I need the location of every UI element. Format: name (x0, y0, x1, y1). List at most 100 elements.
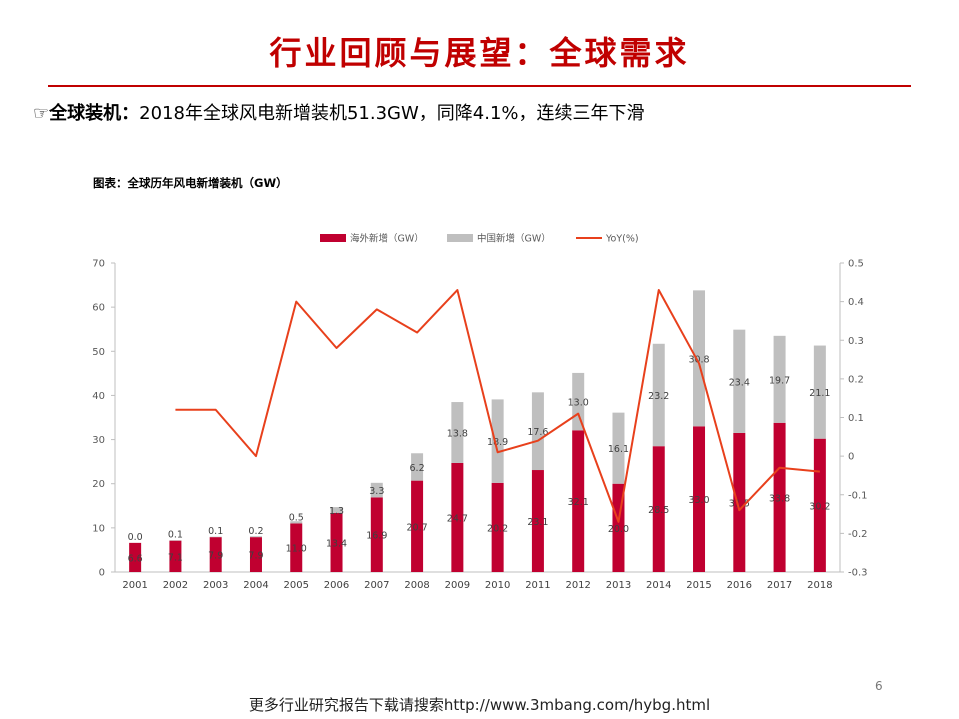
data-label-china: 13.0 (568, 398, 589, 409)
data-label-overseas: 7.1 (168, 552, 183, 563)
data-label-china: 13.8 (447, 429, 468, 440)
y-left-tick-label: 0 (99, 568, 105, 579)
x-tick-label: 2015 (686, 580, 711, 590)
bar-overseas (693, 426, 706, 572)
legend-swatch-china (447, 234, 473, 242)
data-label-overseas: 28.5 (648, 505, 669, 516)
x-tick-label: 2005 (284, 580, 309, 590)
x-tick-label: 2001 (122, 580, 147, 590)
x-tick-label: 2002 (163, 580, 188, 590)
data-label-china: 0.1 (168, 530, 183, 541)
x-tick-label: 2007 (364, 580, 389, 590)
bar-china (290, 521, 303, 524)
data-label-china: 0.1 (208, 526, 223, 537)
title-divider (48, 85, 911, 87)
y-right-tick-label: -0.1 (848, 490, 868, 501)
bar-china (451, 402, 464, 463)
x-tick-label: 2012 (565, 580, 590, 590)
bar-overseas (733, 432, 746, 572)
bar-overseas (209, 537, 222, 572)
x-tick-label: 2013 (606, 580, 631, 590)
bar-overseas (531, 470, 544, 572)
data-label-overseas: 6.6 (128, 553, 143, 564)
bar-china (773, 335, 786, 423)
bar-overseas (773, 422, 786, 572)
bar-overseas (491, 482, 504, 572)
yoy-line (175, 289, 820, 523)
data-label-overseas: 33.0 (688, 495, 709, 506)
x-tick-label: 2011 (525, 580, 550, 590)
data-label-overseas: 11.0 (286, 544, 307, 555)
data-label-china: 0.2 (248, 526, 263, 537)
bar-china (813, 345, 826, 439)
x-tick-label: 2018 (807, 580, 832, 590)
bar-overseas (370, 497, 383, 572)
y-left-tick-label: 30 (92, 435, 105, 446)
bar-overseas (330, 512, 343, 572)
data-label-overseas: 13.4 (326, 538, 347, 549)
wind-installation-chart: 0 10 20 30 40 50 60 70 -0.3 -0.2 -0.1 0 0.1 0.2 0.3 0.4… (92, 233, 868, 591)
bar-china (249, 536, 262, 538)
data-label-overseas: 20.0 (608, 524, 629, 535)
x-tick-label: 2003 (203, 580, 228, 590)
bar-china (411, 453, 424, 481)
bar-overseas (572, 430, 585, 572)
bar-overseas (451, 462, 464, 572)
y-left-tick-label: 70 (92, 259, 105, 270)
key-point: ☞全球装机：2018年全球风电新增装机51.3GW，同降4.1%，连续三年下滑 (33, 99, 645, 125)
x-tick-label: 2009 (445, 580, 470, 590)
bar-china (693, 290, 706, 427)
y-left-tick-label: 40 (92, 391, 105, 402)
data-label-china: 16.1 (608, 444, 629, 455)
y-right-tick-label: 0.4 (848, 297, 864, 308)
data-label-china: 23.2 (648, 391, 669, 402)
data-label-china: 3.3 (369, 486, 384, 497)
data-label-overseas: 30.2 (809, 501, 830, 512)
y-right-tick-label: 0 (848, 452, 854, 463)
y-right-tick-label: 0.5 (848, 259, 864, 270)
x-tick-label: 2016 (727, 580, 752, 590)
x-tick-label: 2010 (485, 580, 510, 590)
y-left-tick-label: 60 (92, 303, 105, 314)
data-label-china: 0.0 (128, 532, 143, 543)
data-label-overseas: 7.9 (248, 551, 263, 562)
data-label-china: 21.1 (809, 388, 830, 399)
bar-overseas (129, 542, 142, 572)
y-right-tick-label: -0.3 (848, 568, 868, 579)
data-label-overseas: 16.9 (366, 531, 387, 542)
bar-overseas (411, 480, 424, 572)
key-point-lead: 全球装机： (49, 103, 140, 124)
x-tick-label: 2006 (324, 580, 349, 590)
bar-china (531, 392, 544, 471)
data-label-china: 6.2 (410, 463, 425, 474)
y-right-tick-label: -0.2 (848, 529, 868, 540)
legend-label-china: 中国新增（GW） (477, 233, 551, 245)
y-left-tick-label: 20 (92, 479, 105, 490)
y-right-tick-label: 0.3 (848, 336, 864, 347)
x-tick-label: 2008 (404, 580, 429, 590)
bar-overseas (652, 446, 665, 572)
data-label-china: 19.7 (769, 375, 790, 386)
bar-overseas (249, 537, 262, 572)
page-number: 6 (875, 679, 883, 693)
footer-link[interactable]: 更多行业研究报告下载请搜索http://www.3mbang.com/hybg.… (248, 696, 711, 714)
bar-china (370, 482, 383, 498)
legend-swatch-overseas (320, 234, 346, 242)
x-tick-label: 2017 (767, 580, 792, 590)
data-label-overseas: 31.5 (729, 498, 750, 509)
data-label-overseas: 32.1 (568, 497, 589, 508)
bar-china (652, 343, 665, 447)
data-label-overseas: 23.1 (527, 517, 548, 528)
data-label-china: 0.5 (289, 512, 304, 523)
x-tick-label: 2004 (243, 580, 268, 590)
y-left-tick-label: 50 (92, 347, 105, 358)
pointing-hand-icon: ☞ (33, 103, 50, 124)
data-label-overseas: 20.2 (487, 523, 508, 534)
figure-caption: 图表：全球历年风电新增装机（GW） (93, 176, 288, 190)
bar-china (491, 399, 504, 483)
bar-china (330, 507, 343, 513)
data-label-china: 17.6 (527, 427, 548, 438)
page-title: 行业回顾与展望：全球需求 (269, 34, 690, 72)
key-point-text: 2018年全球风电新增装机51.3GW，同降4.1%，连续三年下滑 (139, 103, 645, 124)
bar-overseas (290, 523, 303, 572)
